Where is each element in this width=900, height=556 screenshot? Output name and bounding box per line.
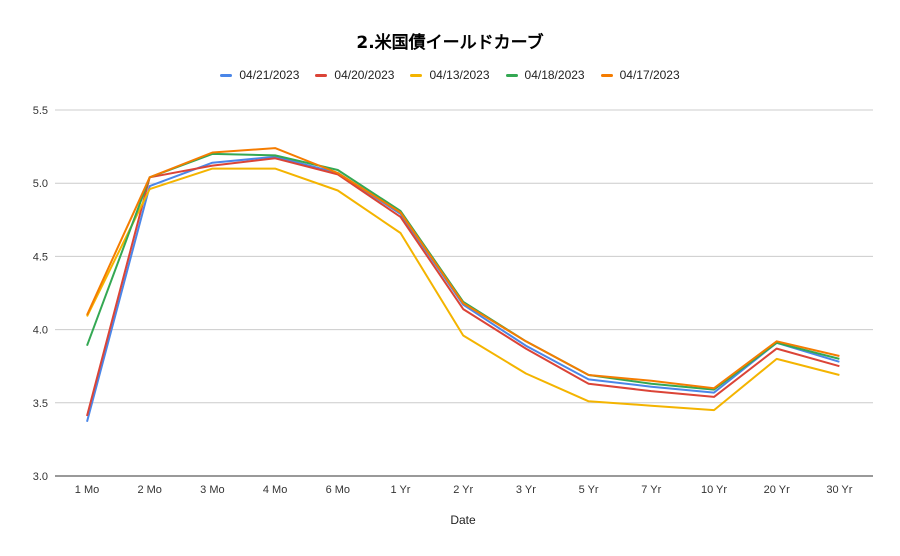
x-tick-label: 4 Mo (263, 484, 287, 496)
legend-item: 04/21/2023 (220, 68, 299, 82)
y-tick-label: 3.0 (33, 471, 48, 483)
x-tick-label: 3 Yr (516, 484, 536, 496)
legend-label: 04/21/2023 (239, 68, 300, 82)
x-axis-ticks: 1 Mo 2 Mo 3 Mo 4 Mo 6 Mo 1 Yr 2 Yr 3 Yr 5 Yr 7 Yr… (75, 484, 853, 496)
y-tick-label: 5.0 (33, 178, 48, 190)
legend-swatch (220, 73, 233, 77)
series-line (86, 152, 840, 391)
y-tick-label: 3.5 (33, 398, 48, 410)
x-tick-label: 1 Yr (391, 484, 411, 496)
y-tick-label: 5.5 (33, 105, 48, 117)
legend-swatch (315, 73, 328, 77)
x-tick-label: 1 Mo (75, 484, 99, 496)
legend-label: 04/13/2023 (429, 68, 490, 82)
series-line (86, 157, 840, 417)
y-axis-ticks: 3.0 3.5 4.0 4.5 5.0 5.5 (33, 105, 48, 483)
x-axis-title: Date (450, 513, 476, 527)
legend-swatch (410, 73, 423, 77)
x-tick-label: 2 Mo (137, 484, 161, 496)
legend-item: 04/20/2023 (315, 68, 394, 82)
chart-title: 2.米国債イールドカーブ (356, 33, 544, 53)
legend-swatch (505, 73, 518, 77)
series-lines (86, 147, 840, 423)
x-tick-label: 10 Yr (701, 484, 727, 496)
gridlines (55, 109, 873, 477)
x-tick-label: 7 Yr (641, 484, 661, 496)
legend-item: 04/17/2023 (600, 68, 680, 82)
x-tick-label: 2 Yr (453, 484, 473, 496)
legend-label: 04/17/2023 (619, 68, 680, 82)
legend-item: 04/18/2023 (505, 68, 585, 82)
series-line (86, 167, 840, 412)
x-tick-label: 20 Yr (764, 484, 790, 496)
series-line (86, 155, 840, 423)
y-tick-label: 4.0 (33, 325, 48, 337)
x-tick-label: 5 Yr (579, 484, 599, 496)
legend-item: 04/13/2023 (410, 68, 490, 82)
y-tick-label: 4.5 (33, 251, 48, 263)
legend: 04/21/2023 04/20/2023 04/13/2023 04/18/2023… (0, 68, 900, 82)
legend-swatch (600, 73, 613, 77)
x-tick-label: 30 Yr (826, 484, 852, 496)
legend-label: 04/20/2023 (334, 68, 395, 82)
series-line (86, 147, 840, 390)
legend-label: 04/18/2023 (524, 68, 585, 82)
x-tick-label: 6 Mo (326, 484, 350, 496)
x-tick-label: 3 Mo (200, 484, 224, 496)
